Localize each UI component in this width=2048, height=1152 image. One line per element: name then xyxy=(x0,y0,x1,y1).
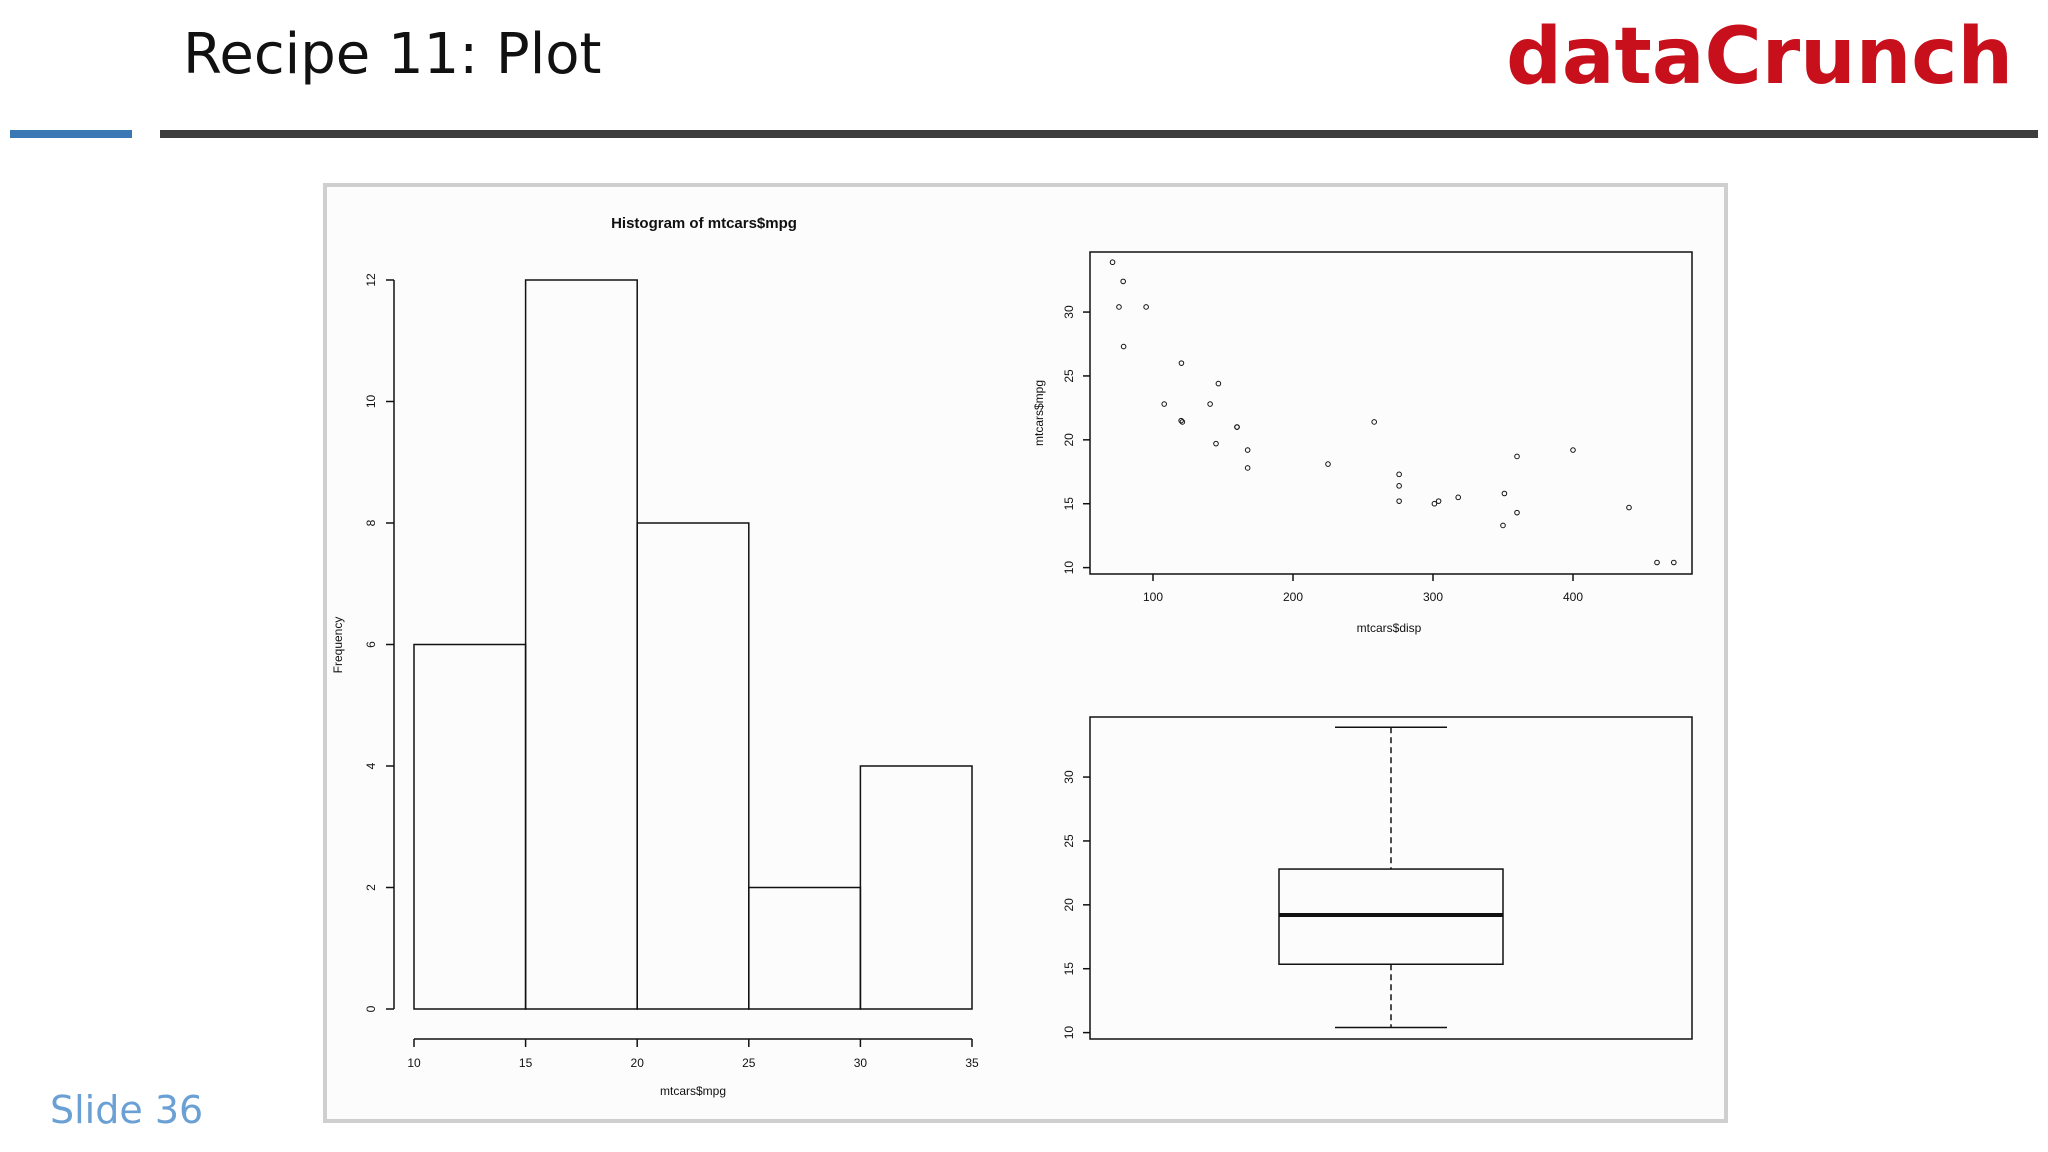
histogram-x-tick-label: 10 xyxy=(407,1056,421,1070)
scatter-point xyxy=(1514,453,1520,460)
scatter-point xyxy=(1215,380,1222,387)
scatter-point xyxy=(1435,498,1442,504)
scatter-point xyxy=(1179,419,1186,425)
histogram-bar xyxy=(636,522,750,1010)
scatter-point xyxy=(1371,419,1377,425)
scatter-point xyxy=(1514,509,1520,516)
plot-image-frame: Histogram of mtcars$mpg 10 15 20 25 30 35 0 2 4… xyxy=(323,183,1728,1123)
scatter-point xyxy=(1626,504,1632,511)
scatter-point xyxy=(1244,447,1251,453)
histogram-y-tick-label: 10 xyxy=(364,395,378,409)
header-rule xyxy=(160,130,2038,138)
scatter-point xyxy=(1109,259,1116,266)
histogram-bar xyxy=(748,886,862,1010)
boxplot-y-tick-label: 10 xyxy=(1062,1026,1076,1040)
scatter-point xyxy=(1207,401,1213,407)
scatter-point xyxy=(1161,401,1168,407)
scatter-y-tick-label: 25 xyxy=(1062,369,1076,383)
datacrunch-logo: dataCrunch xyxy=(1506,12,2013,102)
slide-title: Recipe 11: Plot xyxy=(183,22,602,87)
scatter-point xyxy=(1116,304,1122,310)
boxplot-plot-box xyxy=(1089,716,1693,1040)
scatter-y-tick-label: 20 xyxy=(1062,433,1076,447)
scatter-x-tick-label: 400 xyxy=(1563,590,1583,604)
scatter-point xyxy=(1396,471,1402,478)
scatter-point xyxy=(1143,304,1149,310)
scatter-plot-box xyxy=(1089,251,1693,575)
scatter-y-tick-label: 15 xyxy=(1062,497,1076,511)
histogram-x-label: mtcars$mpg xyxy=(660,1084,726,1098)
histogram-bar xyxy=(524,279,638,1010)
boxplot-y-tick-label: 25 xyxy=(1062,834,1076,848)
scatter-x-tick-label: 200 xyxy=(1283,590,1303,604)
scatter-x-tick-label: 300 xyxy=(1423,590,1443,604)
histogram-x-tick-label: 30 xyxy=(854,1056,868,1070)
scatter-point xyxy=(1396,483,1402,489)
boxplot-y-tick-label: 15 xyxy=(1062,962,1076,976)
boxplot-chart: 10 15 20 25 30 xyxy=(1062,716,1693,1040)
histogram-chart: Histogram of mtcars$mpg 10 15 20 25 30 35 0 2 4… xyxy=(331,215,979,1098)
histogram-x-tick-label: 20 xyxy=(631,1056,645,1070)
scatter-point xyxy=(1500,522,1506,529)
scatter-y-label: mtcars$mpg xyxy=(1032,380,1046,446)
slide-number: Slide 36 xyxy=(50,1088,204,1132)
boxplot-y-tick-label: 30 xyxy=(1062,770,1076,784)
scatter-point xyxy=(1234,424,1240,430)
scatter-point xyxy=(1213,440,1219,447)
histogram-bar xyxy=(413,643,527,1010)
r-plot-canvas: Histogram of mtcars$mpg 10 15 20 25 30 35 0 2 4… xyxy=(331,215,1693,1098)
scatter-x-tick-label: 100 xyxy=(1143,590,1163,604)
scatter-point xyxy=(1431,500,1438,507)
histogram-x-tick-label: 25 xyxy=(742,1056,756,1070)
scatter-y-tick-label: 10 xyxy=(1062,561,1076,575)
histogram-y-tick-label: 4 xyxy=(364,762,378,769)
scatter-point xyxy=(1501,490,1508,497)
histogram-y-tick-label: 12 xyxy=(364,273,378,287)
scatter-point xyxy=(1570,447,1576,453)
scatter-point xyxy=(1455,494,1461,501)
scatter-point xyxy=(1120,343,1127,350)
histogram-y-tick-label: 0 xyxy=(364,1005,378,1012)
histogram-x-tick-label: 35 xyxy=(965,1056,979,1070)
histogram-x-tick-label: 15 xyxy=(519,1056,533,1070)
accent-rule xyxy=(10,130,132,138)
scatter-point xyxy=(1325,461,1331,467)
scatter-point xyxy=(1178,417,1184,424)
scatter-point xyxy=(1244,465,1251,471)
histogram-title: Histogram of mtcars$mpg xyxy=(611,215,797,232)
scatter-y-tick-label: 30 xyxy=(1062,305,1076,319)
histogram-bar xyxy=(859,765,973,1010)
scatter-point xyxy=(1654,559,1660,566)
scatter-x-label: mtcars$disp xyxy=(1357,621,1422,635)
scatter-point xyxy=(1120,278,1126,285)
scatter-point xyxy=(1671,559,1677,566)
histogram-y-label: Frequency xyxy=(331,617,345,674)
boxplot-y-tick-label: 20 xyxy=(1062,898,1076,912)
scatter-chart: 100 200 300 400 10 15 20 25 30 mtcars$disp mtca… xyxy=(1032,251,1693,635)
histogram-y-tick-label: 2 xyxy=(364,884,378,891)
histogram-y-tick-label: 6 xyxy=(364,641,378,648)
histogram-y-tick-label: 8 xyxy=(364,519,378,526)
scatter-point xyxy=(1396,498,1402,504)
scatter-point xyxy=(1178,360,1185,366)
